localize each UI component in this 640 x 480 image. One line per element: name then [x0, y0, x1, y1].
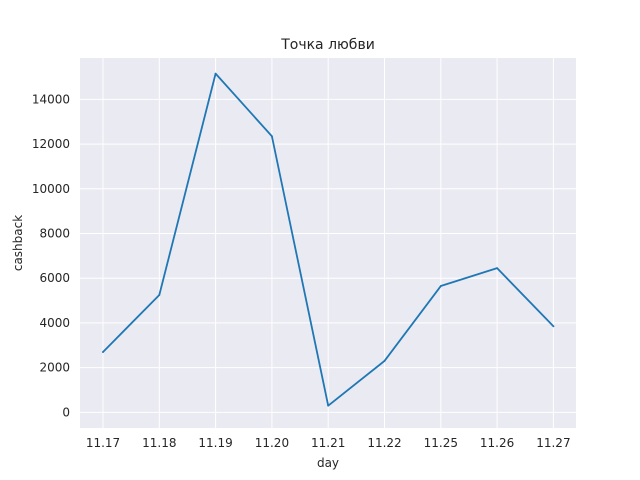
x-axis: 11.17 11.18 11.19 11.20 11.21 11.22 11.25 11.26…	[86, 436, 571, 450]
data-point	[552, 325, 555, 328]
x-tick-label: 11.20	[255, 436, 289, 450]
y-tick-label: 6000	[39, 271, 70, 285]
x-tick-label: 11.26	[480, 436, 514, 450]
grid	[80, 58, 576, 428]
data-point	[496, 267, 498, 270]
y-tick-label: 4000	[39, 316, 70, 330]
y-axis-label: cashback	[11, 215, 25, 271]
data-point	[102, 351, 104, 353]
series-layer	[102, 72, 555, 407]
data-point	[383, 360, 386, 362]
x-tick-label: 11.19	[198, 436, 232, 450]
chart-title: Точка любви	[280, 37, 375, 53]
x-tick-label: 11.21	[311, 436, 345, 450]
data-point	[158, 294, 161, 296]
data-point	[271, 135, 273, 138]
y-axis: 0 2000 4000 6000 8000 10000 12000 14000	[32, 92, 70, 419]
x-tick-label: 11.18	[142, 436, 176, 450]
x-axis-label: day	[317, 456, 339, 470]
y-tick-label: 10000	[32, 182, 70, 196]
data-point	[439, 285, 442, 287]
x-tick-label: 11.17	[86, 436, 120, 450]
data-point	[327, 404, 330, 407]
y-tick-label: 0	[62, 405, 70, 419]
x-tick-label: 11.22	[367, 436, 401, 450]
y-tick-label: 14000	[32, 92, 70, 106]
data-point	[214, 72, 217, 75]
y-tick-label: 2000	[39, 361, 70, 375]
x-tick-label: 11.27	[536, 436, 570, 450]
y-tick-label: 8000	[39, 226, 70, 240]
y-tick-label: 12000	[32, 137, 70, 151]
x-tick-label: 11.25	[424, 436, 458, 450]
